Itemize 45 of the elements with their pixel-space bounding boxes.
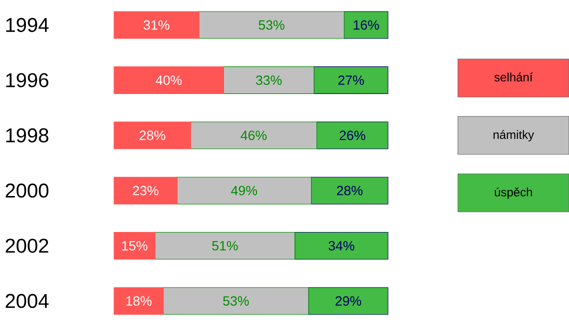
bar: [163, 287, 309, 315]
bar: [314, 66, 388, 94]
data-label: 31%: [144, 20, 170, 30]
bar: [223, 66, 314, 94]
bar: [114, 66, 224, 94]
data-label: 15%: [122, 241, 148, 250]
bar: [114, 176, 178, 204]
y-tick-label: 1994: [6, 18, 49, 32]
bar: [154, 232, 296, 260]
bar: [190, 122, 318, 150]
y-tick-label: 1998: [6, 128, 48, 142]
data-label: 27%: [338, 76, 364, 85]
data-label: 53%: [223, 296, 249, 306]
y-tick-label: 2002: [6, 238, 48, 253]
bar: [344, 11, 388, 39]
data-label: 23%: [132, 186, 158, 196]
data-label: 33%: [256, 75, 282, 85]
data-label: 40%: [156, 75, 182, 85]
bar: [176, 176, 312, 204]
data-label: 26%: [340, 130, 366, 140]
data-label: 18%: [126, 296, 152, 306]
data-label: 51%: [212, 241, 238, 250]
bar: [114, 11, 200, 39]
data-label: 28%: [336, 186, 363, 196]
data-label: 28%: [140, 130, 166, 140]
bar: [114, 287, 164, 315]
bar: [198, 11, 344, 39]
data-label: 46%: [240, 130, 267, 140]
data-label: 34%: [328, 241, 354, 250]
data-label: 29%: [336, 296, 362, 306]
y-tick-label: 2000: [6, 184, 48, 198]
y-tick-label: 1996: [6, 73, 48, 88]
data-label: 53%: [258, 20, 284, 30]
text: námitky: [494, 130, 534, 142]
data-label: 16%: [354, 20, 379, 30]
text: selhání: [494, 72, 533, 82]
bar: [316, 122, 388, 150]
bar: [308, 287, 388, 315]
bar: [114, 232, 156, 260]
text: úspěch: [494, 187, 532, 199]
bar: [114, 122, 191, 150]
data-label: 49%: [231, 186, 258, 196]
bar: [294, 232, 388, 260]
y-tick-label: 2004: [6, 294, 49, 308]
bar: [311, 176, 388, 204]
